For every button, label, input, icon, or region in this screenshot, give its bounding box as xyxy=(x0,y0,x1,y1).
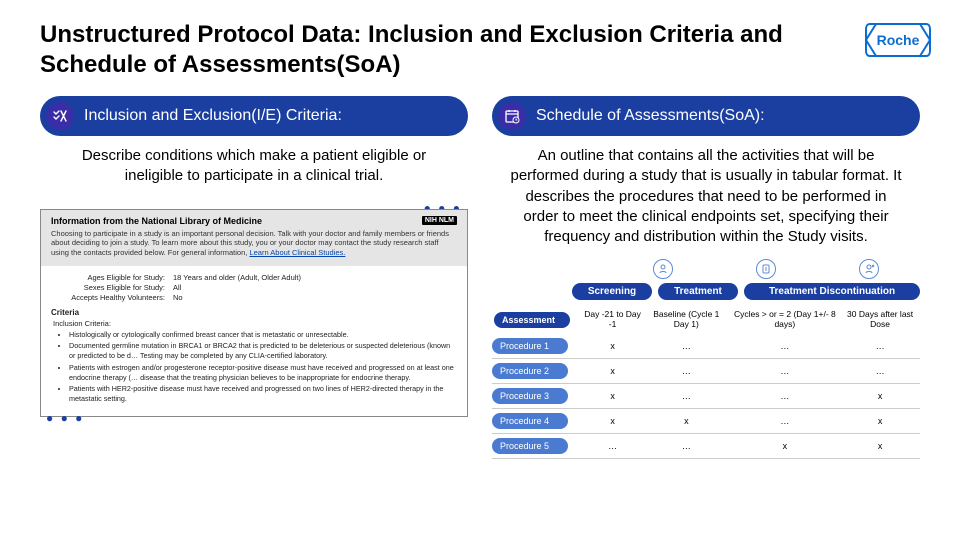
soa-area: Screening Treatment Treatment Discontinu… xyxy=(492,259,920,459)
row-4: Procedure 5 xyxy=(492,438,568,454)
dots-bottom: ● ● ● xyxy=(46,411,84,425)
right-column: Schedule of Assessments(SoA): An outline… xyxy=(492,96,920,459)
c32: … xyxy=(730,408,841,433)
kv-v-0: 18 Years and older (Adult, Older Adult) xyxy=(173,273,301,282)
c30: x xyxy=(582,408,643,433)
phase-screening: Screening xyxy=(572,283,652,300)
nih-badge: NIH NLM xyxy=(422,216,457,225)
c12: … xyxy=(730,358,841,383)
nlm-blurb: Choosing to participate in a study is an… xyxy=(51,229,457,258)
soa-table: Assessment Day -21 to Day -1 Baseline (C… xyxy=(492,306,920,459)
criteria-list: Histologically or cytologically confirme… xyxy=(55,330,457,404)
kv-k-2: Accepts Healthy Volunteers: xyxy=(55,293,165,302)
crit-3: Patients with HER2-positive disease must… xyxy=(69,384,457,403)
crit-1: Documented germline mutation in BRCA1 or… xyxy=(69,341,457,360)
soa-desc: An outline that contains all the activit… xyxy=(492,136,920,253)
ie-pill: Inclusion and Exclusion(I/E) Criteria: xyxy=(40,96,468,136)
soa-pill: Schedule of Assessments(SoA): xyxy=(492,96,920,136)
row-2: Procedure 3 xyxy=(492,388,568,404)
ie-pill-label: Inclusion and Exclusion(I/E) Criteria: xyxy=(84,107,342,125)
c11: … xyxy=(643,358,729,383)
calendar-icon xyxy=(498,102,526,130)
nlm-box: Information from the National Library of… xyxy=(40,209,468,417)
phase-discontinuation: Treatment Discontinuation xyxy=(744,283,920,300)
phase-treatment: Treatment xyxy=(658,283,738,300)
criteria-label: Criteria xyxy=(51,308,457,317)
phase-icon-1 xyxy=(653,259,673,279)
colh-0: Day -21 to Day -1 xyxy=(582,306,643,334)
nlm-wrapper: ● ● ● Information from the National Libr… xyxy=(40,209,468,417)
colh-1: Baseline (Cycle 1 Day 1) xyxy=(643,306,729,334)
colh-3: 30 Days after last Dose xyxy=(840,306,920,334)
nlm-header: Information from the National Library of… xyxy=(41,210,467,266)
svg-text:Roche: Roche xyxy=(877,32,920,48)
kv-v-2: No xyxy=(173,293,183,302)
c33: x xyxy=(840,408,920,433)
c20: x xyxy=(582,383,643,408)
learn-link[interactable]: Learn About Clinical Studies. xyxy=(249,248,345,257)
row-0: Procedure 1 xyxy=(492,338,568,354)
assessment-hdr: Assessment xyxy=(494,312,570,328)
slide: Roche Unstructured Protocol Data: Inclus… xyxy=(0,0,960,540)
phase-icon-2 xyxy=(756,259,776,279)
c01: … xyxy=(643,334,729,359)
c42: x xyxy=(730,433,841,458)
ie-desc: Describe conditions which make a patient… xyxy=(40,136,468,193)
nlm-body: Ages Eligible for Study: 18 Years and old… xyxy=(41,266,467,410)
phase-icon-3 xyxy=(859,259,879,279)
soa-tbody: Procedure 1x……… Procedure 2x……… Procedur… xyxy=(492,334,920,459)
c43: x xyxy=(840,433,920,458)
c00: x xyxy=(582,334,643,359)
c23: x xyxy=(840,383,920,408)
crit-0: Histologically or cytologically confirme… xyxy=(69,330,457,340)
phase-icons xyxy=(612,259,920,279)
c31: x xyxy=(643,408,729,433)
row-1: Procedure 2 xyxy=(492,363,568,379)
checklist-icon xyxy=(46,102,74,130)
c21: … xyxy=(643,383,729,408)
roche-logo: Roche xyxy=(864,22,932,63)
c40: … xyxy=(582,433,643,458)
c03: … xyxy=(840,334,920,359)
c10: x xyxy=(582,358,643,383)
kv-k-1: Sexes Eligible for Study: xyxy=(55,283,165,292)
c22: … xyxy=(730,383,841,408)
page-title: Unstructured Protocol Data: Inclusion an… xyxy=(40,20,800,80)
row-3: Procedure 4 xyxy=(492,413,568,429)
inclusion-label: Inclusion Criteria: xyxy=(53,319,457,328)
c13: … xyxy=(840,358,920,383)
nlm-heading: Information from the National Library of… xyxy=(51,216,262,226)
c02: … xyxy=(730,334,841,359)
left-column: Inclusion and Exclusion(I/E) Criteria: D… xyxy=(40,96,468,459)
crit-2: Patients with estrogen and/or progestero… xyxy=(69,363,457,382)
c41: … xyxy=(643,433,729,458)
phase-pills: Screening Treatment Treatment Discontinu… xyxy=(572,283,920,300)
kv-k-0: Ages Eligible for Study: xyxy=(55,273,165,282)
columns: Inclusion and Exclusion(I/E) Criteria: D… xyxy=(40,96,920,459)
colh-2: Cycles > or = 2 (Day 1+/- 8 days) xyxy=(730,306,841,334)
kv-v-1: All xyxy=(173,283,181,292)
soa-pill-label: Schedule of Assessments(SoA): xyxy=(536,107,765,125)
